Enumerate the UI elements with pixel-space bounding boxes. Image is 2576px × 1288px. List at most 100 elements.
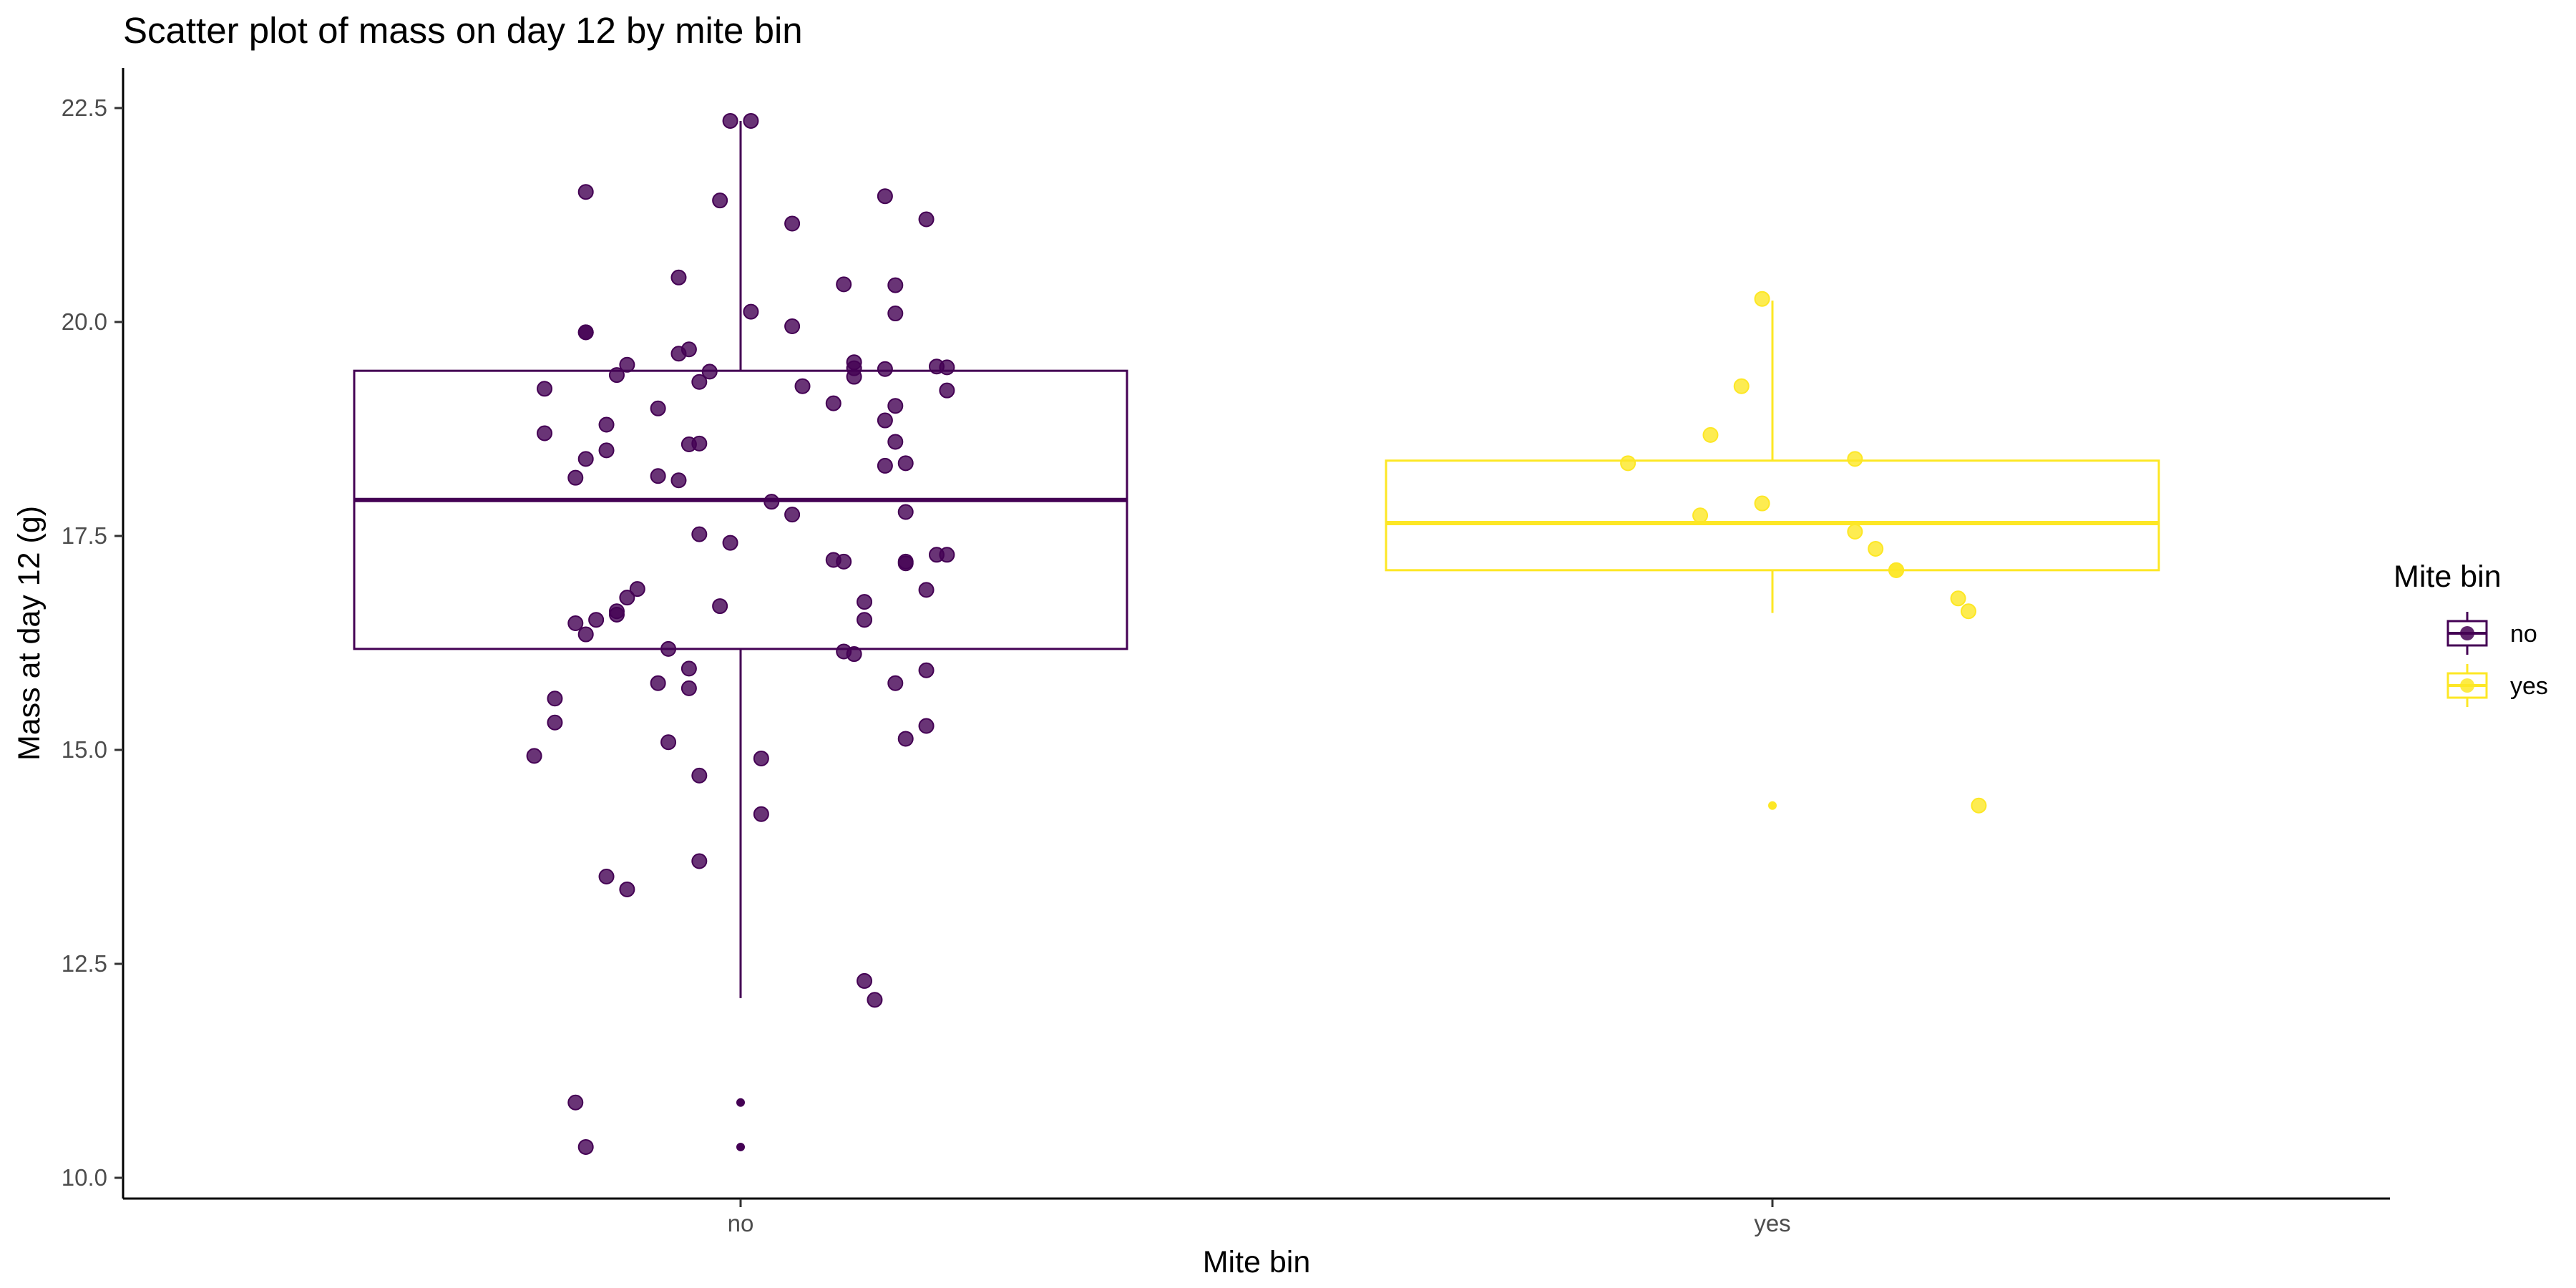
y-tick-label: 10.0 <box>62 1164 107 1191</box>
data-point <box>939 359 955 376</box>
data-point <box>650 400 666 416</box>
data-point <box>650 675 666 691</box>
data-point <box>619 356 635 373</box>
data-point <box>577 451 594 467</box>
data-point <box>918 662 935 678</box>
data-point <box>598 416 615 433</box>
data-point <box>877 412 893 429</box>
data-point <box>1692 507 1709 524</box>
data-point <box>846 369 862 385</box>
data-point <box>680 660 697 677</box>
x-tick-label: yes <box>1754 1210 1790 1236</box>
data-point <box>1888 562 1905 578</box>
data-point <box>577 184 594 200</box>
data-point <box>887 398 904 414</box>
data-point <box>537 381 553 397</box>
data-point <box>650 468 666 484</box>
box-no <box>353 369 1128 650</box>
data-point <box>857 972 873 989</box>
data-point <box>712 192 728 209</box>
data-point <box>918 582 935 598</box>
data-point <box>577 626 594 643</box>
data-point <box>701 364 718 380</box>
data-point <box>670 346 687 362</box>
y-tick-label: 12.5 <box>62 950 107 977</box>
data-point <box>857 612 873 628</box>
y-axis-label: Mass at day 12 (g) <box>12 506 47 761</box>
data-point <box>680 436 697 453</box>
data-point <box>588 612 605 628</box>
data-point <box>887 277 904 293</box>
data-point <box>877 361 893 377</box>
data-point <box>691 853 708 869</box>
data-point <box>608 607 625 623</box>
data-point <box>691 526 708 542</box>
data-point <box>1847 451 1863 467</box>
plot-panel <box>353 112 2160 1155</box>
data-point <box>939 547 955 563</box>
series-yes <box>1620 291 1987 814</box>
outlier-point <box>1768 801 1777 810</box>
data-point <box>939 382 955 399</box>
data-point <box>743 112 759 129</box>
data-point <box>836 553 852 570</box>
data-point <box>1960 603 1976 620</box>
data-point <box>918 211 935 228</box>
data-point <box>577 324 594 341</box>
data-point <box>857 594 873 610</box>
data-point <box>598 442 615 459</box>
data-point <box>598 869 615 885</box>
x-axis-label: Mite bin <box>1203 1245 1311 1279</box>
data-point <box>1950 590 1966 607</box>
data-point <box>784 507 801 523</box>
data-point <box>877 457 893 474</box>
data-point <box>567 1094 584 1111</box>
y-tick-label: 20.0 <box>62 308 107 335</box>
box-yes <box>1385 459 2160 572</box>
data-point <box>784 215 801 232</box>
data-point <box>1847 524 1863 540</box>
legend-key-point <box>2460 626 2474 640</box>
legend-label-yes: yes <box>2510 673 2548 700</box>
legend-title: Mite bin <box>2394 560 2502 594</box>
data-point <box>547 714 563 731</box>
data-point <box>846 646 862 663</box>
data-point <box>712 598 728 615</box>
data-point <box>629 581 645 597</box>
data-point <box>1702 426 1719 443</box>
data-point <box>1754 291 1770 307</box>
legend-key-point <box>2460 678 2474 693</box>
outlier-point <box>736 1142 745 1151</box>
data-point <box>836 276 852 293</box>
data-point <box>680 680 697 696</box>
data-point <box>608 367 625 384</box>
boxplot-no <box>353 120 1128 1151</box>
y-tick-label: 17.5 <box>62 522 107 549</box>
legend-key-yes <box>2446 664 2488 707</box>
data-point <box>877 188 893 205</box>
data-point <box>537 425 553 441</box>
data-point <box>577 1138 594 1155</box>
data-point <box>1733 378 1750 394</box>
data-point <box>619 590 635 606</box>
data-point <box>784 318 801 334</box>
data-point <box>1971 797 1987 814</box>
data-point <box>526 748 542 764</box>
data-point <box>753 750 769 766</box>
data-point <box>567 469 584 486</box>
data-point <box>887 675 904 691</box>
data-point <box>897 731 914 747</box>
data-point <box>670 472 687 489</box>
data-point <box>1868 540 1884 557</box>
series-no <box>526 112 955 1155</box>
x-tick-label: no <box>728 1210 754 1236</box>
x-axis-ticks: no yes <box>728 1199 1791 1236</box>
data-point <box>887 306 904 322</box>
data-point <box>691 767 708 784</box>
data-point <box>897 504 914 520</box>
data-point <box>660 734 677 751</box>
outlier-point <box>736 1098 745 1107</box>
data-point <box>825 395 841 411</box>
